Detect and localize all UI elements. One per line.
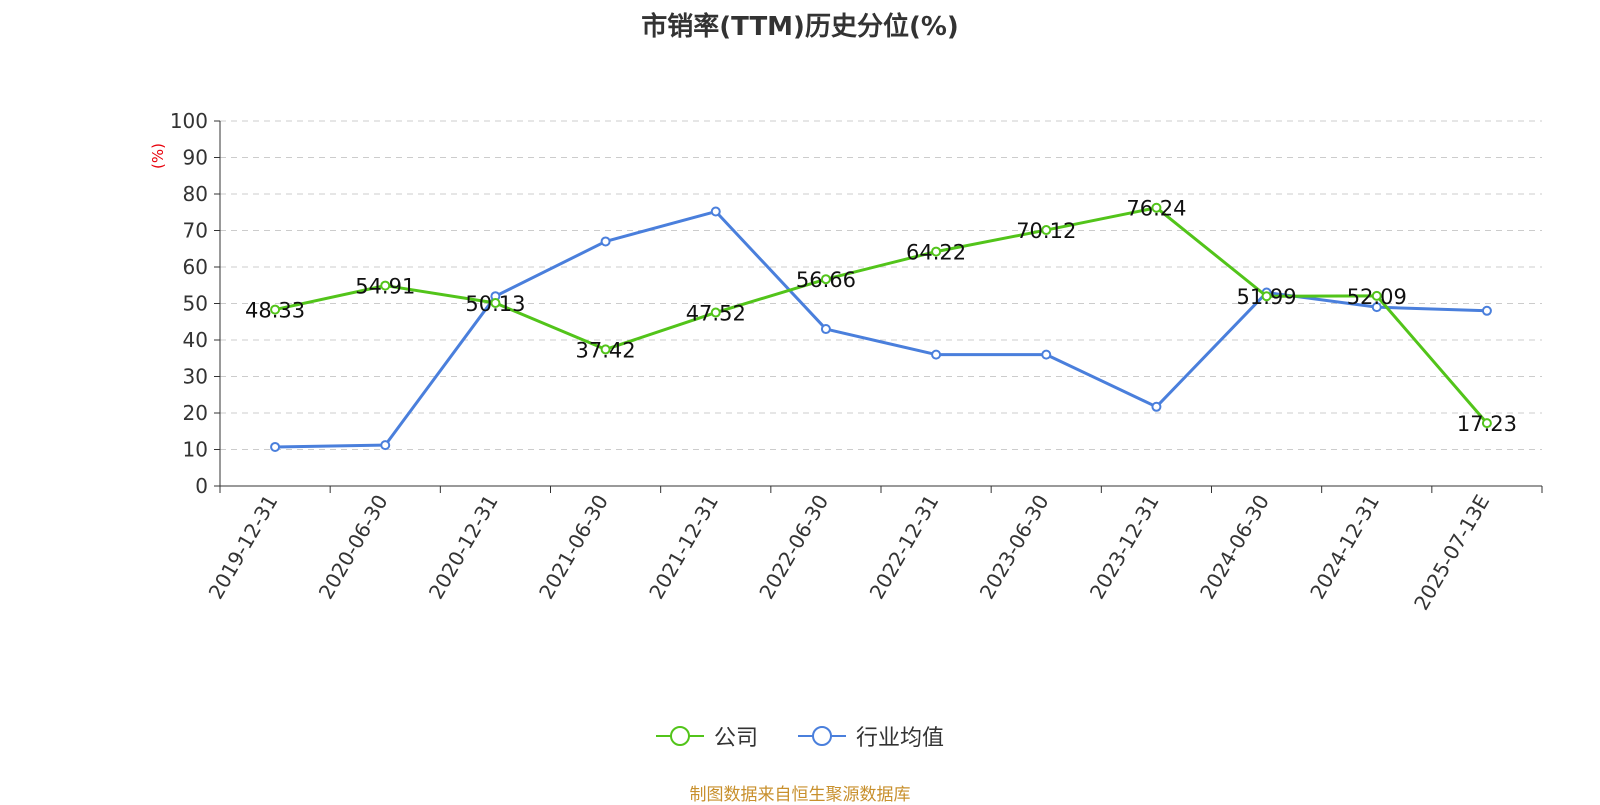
y-tick-label: 10 [183,438,208,462]
data-point-0 [1151,202,1162,213]
x-tick-label: 2023-06-30 [975,491,1054,604]
series-line-1 [275,210,1487,449]
series-line-0 [274,206,1489,425]
data-label: 76.24 [1126,197,1186,221]
data-label: 50.13 [465,292,525,316]
x-tick-label: 2022-06-30 [754,491,833,604]
y-axis-label: (%) [149,143,167,169]
y-tick-label: 70 [183,219,208,243]
data-point-1 [270,441,281,452]
y-tick-label: 40 [183,328,208,352]
x-tick-label: 2021-06-30 [534,491,613,604]
legend-item-industry-average[interactable]: 行业均值 [798,720,944,752]
data-label: 47.52 [686,302,746,326]
y-tick-label: 30 [183,365,208,389]
x-tick-label: 2020-12-31 [424,490,503,603]
data-label: 51.99 [1237,285,1297,309]
data-point-0 [490,298,501,309]
x-tick-label: 2024-06-30 [1195,491,1274,604]
chart-title: 市销率(TTM)历史分位(%) [641,12,959,42]
legend-label-company: 公司 [713,726,758,751]
x-tick-label: 2021-12-31 [644,491,723,604]
legend-label-industry-average: 行业均值 [856,726,945,751]
data-point-0 [710,307,721,318]
data-source-note: 制图数据来自恒生聚源数据库 [689,785,911,805]
data-point-0 [1261,291,1272,302]
data-label: 17.23 [1457,412,1517,436]
data-point-1 [600,236,611,247]
x-tick-label: 2025-07-13E [1409,491,1494,615]
y-tick-label: 50 [183,292,208,316]
data-label: 52.09 [1347,285,1407,309]
data-point-1 [1481,305,1492,316]
line-chart: 0 10 20 30 40 50 60 70 80 90 100(%) 2019-12-31 2020-… [149,109,1543,615]
data-label: 48.33 [245,299,305,323]
data-label: 70.12 [1016,219,1076,243]
data-point-1 [1041,349,1052,360]
x-tick-label: 2020-06-30 [314,491,393,604]
x-tick-label: 2023-12-31 [1085,491,1164,604]
data-label: 54.91 [355,275,415,299]
data-point-1 [710,206,721,217]
data-point-0 [931,246,942,257]
y-tick-label: 20 [183,401,208,425]
data-point-0 [380,280,391,291]
data-point-0 [270,304,281,315]
legend-marker-industry-average [798,726,846,746]
y-tick-label: 90 [183,146,208,170]
legend-item-company[interactable]: 公司 [655,720,758,752]
x-tick-label: 2022-12-31 [865,490,944,603]
data-point-0 [1481,418,1492,429]
data-label: 56.66 [796,268,856,292]
data-label: 37.42 [576,338,636,362]
y-tick-label: 80 [183,182,208,206]
x-tick-label: 2024-12-31 [1305,491,1384,604]
data-point-0 [820,274,831,285]
legend-marker-company [655,726,704,746]
data-label: 64.22 [906,241,966,265]
legend: 公司 行业均值 [0,720,1600,752]
data-point-0 [1371,290,1382,301]
data-point-1 [931,349,942,360]
data-point-1 [1151,401,1162,412]
x-tick-label: 2019-12-31 [204,491,283,604]
data-point-1 [380,440,391,451]
y-tick-label: 60 [183,255,208,279]
data-point-1 [820,324,831,335]
data-point-0 [1041,225,1052,236]
data-point-1 [1371,302,1382,313]
data-point-0 [600,344,611,355]
y-tick-label: 100 [170,109,208,133]
y-tick-label: 0 [195,474,208,498]
